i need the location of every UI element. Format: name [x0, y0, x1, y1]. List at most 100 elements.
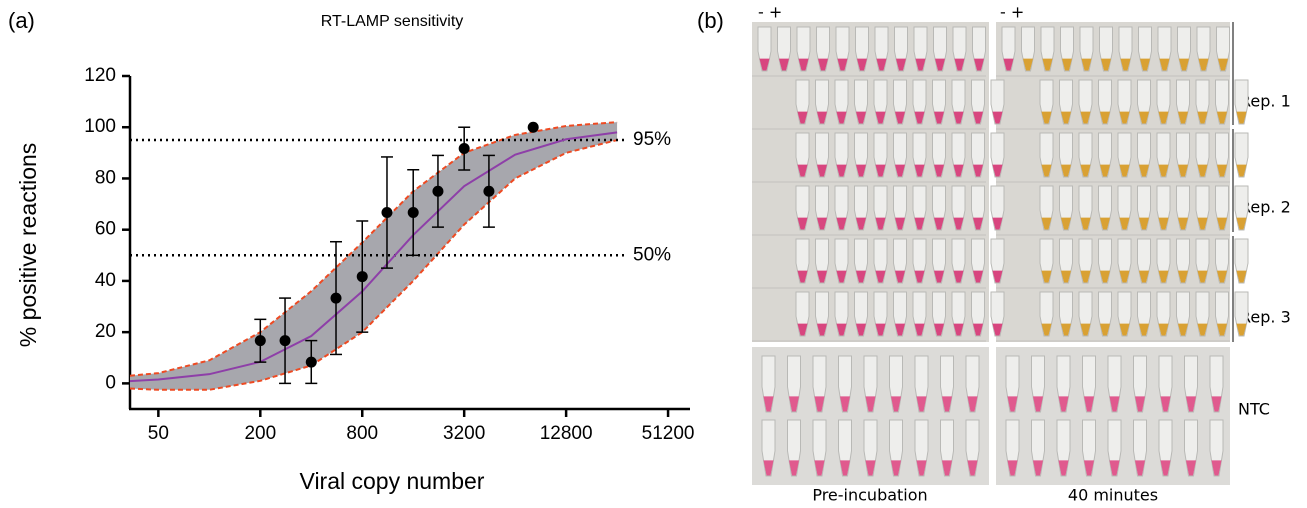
liquid [1041, 270, 1052, 283]
y-axis-label: % positive reactions [15, 143, 41, 348]
liquid [1158, 217, 1169, 230]
reference-label: 95% [633, 129, 671, 150]
y-tick-label: 0 [105, 372, 116, 393]
photo-panel: (b) - + - + Rep. 1 Rep. 2 Rep. 3 NTC Pre… [697, 3, 1291, 505]
liquid [914, 164, 925, 177]
liquid [817, 217, 827, 230]
liquid [1061, 164, 1071, 177]
liquid [967, 460, 978, 476]
y-tick-label: 40 [95, 270, 116, 291]
liquid [817, 323, 827, 336]
liquid [1217, 270, 1227, 283]
y-tick-label: 60 [95, 219, 116, 240]
data-point [279, 335, 291, 347]
liquid [865, 460, 876, 476]
liquid [1179, 58, 1189, 71]
liquid [1061, 217, 1071, 230]
liquid [817, 270, 827, 283]
liquid [1041, 164, 1052, 177]
liquid [914, 111, 925, 124]
liquid [1217, 164, 1227, 177]
y-tick-label: 80 [95, 167, 116, 188]
panel-label: (b) [697, 8, 724, 33]
liquid [1236, 217, 1247, 230]
data-point [432, 185, 444, 197]
liquid [992, 111, 1003, 124]
liquid [1140, 58, 1150, 71]
liquid [992, 323, 1003, 336]
control-label: - + [1000, 3, 1024, 22]
liquid [895, 111, 905, 124]
control-label: - + [758, 3, 782, 22]
liquid [953, 164, 964, 177]
liquid [797, 270, 808, 283]
liquid [974, 58, 984, 71]
liquid [1158, 164, 1169, 177]
x-tick-label: 200 [244, 423, 276, 444]
data-point [458, 142, 470, 154]
liquid [1080, 323, 1091, 336]
liquid [836, 270, 847, 283]
liquid [1061, 270, 1071, 283]
liquid [1197, 164, 1208, 177]
data-point [356, 271, 368, 283]
liquid [1197, 217, 1208, 230]
liquid [1033, 396, 1043, 412]
liquid [857, 58, 867, 71]
liquid [836, 323, 847, 336]
liquid [1217, 217, 1227, 230]
liquid [875, 111, 886, 124]
liquid [837, 58, 848, 71]
liquid [1080, 217, 1091, 230]
data-point [330, 292, 342, 304]
liquid [1041, 217, 1052, 230]
liquid [1236, 164, 1247, 177]
liquid [1042, 58, 1053, 71]
liquid [1033, 460, 1043, 476]
data-point [305, 356, 317, 368]
liquid [1197, 323, 1208, 336]
liquid [1100, 323, 1110, 336]
liquid [1178, 270, 1188, 283]
caption: Pre-incubation [812, 486, 927, 505]
liquid [836, 164, 847, 177]
liquid [1119, 164, 1130, 177]
liquid [992, 164, 1003, 177]
replicate-label: Rep. 3 [1240, 308, 1291, 327]
liquid [1198, 58, 1209, 71]
x-tick-label: 800 [346, 423, 378, 444]
liquid [896, 58, 906, 71]
liquid [1084, 460, 1094, 476]
liquid [763, 396, 774, 412]
liquid [836, 111, 847, 124]
liquid [973, 111, 983, 124]
liquid [875, 270, 886, 283]
liquid [856, 164, 866, 177]
liquid [992, 270, 1003, 283]
liquid [942, 460, 952, 476]
liquid [1158, 270, 1169, 283]
band-edge [129, 139, 618, 391]
liquid [954, 58, 965, 71]
liquid [779, 58, 789, 71]
liquid [814, 460, 825, 476]
liquid [797, 217, 808, 230]
liquid [953, 323, 964, 336]
liquid [1139, 217, 1149, 230]
caption: 40 minutes [1068, 486, 1158, 505]
liquid [763, 460, 774, 476]
liquid [916, 396, 927, 412]
liquid [798, 58, 809, 71]
liquid [934, 217, 944, 230]
liquid [856, 323, 866, 336]
liquid [876, 58, 887, 71]
liquid [967, 396, 978, 412]
liquid [1186, 396, 1196, 412]
liquid [1159, 58, 1170, 71]
liquid [891, 460, 901, 476]
liquid [1178, 111, 1188, 124]
liquid [840, 396, 850, 412]
data-point [483, 185, 495, 197]
